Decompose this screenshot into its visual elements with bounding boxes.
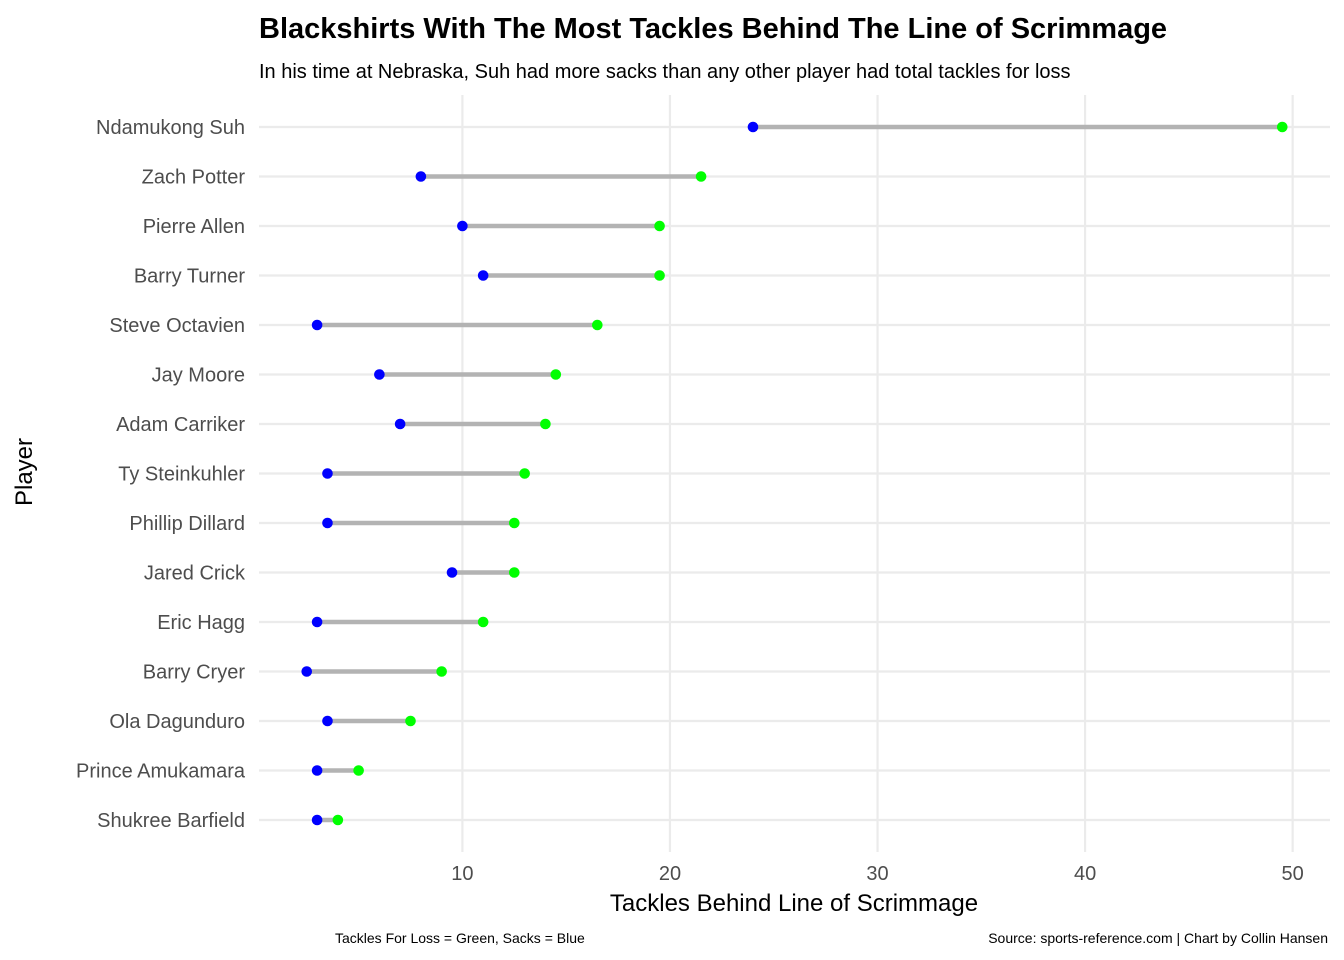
- y-tick-label: Adam Carriker: [116, 414, 245, 436]
- y-tick-label: Barry Cryer: [143, 662, 246, 684]
- dumbbell-points: [301, 121, 1288, 826]
- sacks-point: [301, 666, 313, 677]
- sacks-point: [374, 369, 385, 380]
- tfl-point: [654, 270, 665, 281]
- y-tick-label: Ola Dagunduro: [109, 711, 245, 733]
- y-tick-label: Steve Octavien: [109, 315, 245, 337]
- x-tick-label: 50: [1282, 863, 1304, 885]
- tfl-point: [508, 567, 520, 578]
- y-tick-label: Shukree Barfield: [97, 810, 245, 832]
- dumbbell-segments: [306, 124, 1283, 823]
- sacks-point: [311, 814, 323, 826]
- sacks-point: [415, 171, 427, 182]
- x-axis-title: Tackles Behind Line of Scrimmage: [610, 890, 978, 917]
- y-tick-label: Phillip Dillard: [129, 513, 245, 535]
- tfl-point: [654, 220, 665, 232]
- sacks-point: [311, 319, 323, 331]
- y-tick-label: Pierre Allen: [143, 216, 245, 238]
- sacks-point: [394, 418, 406, 430]
- y-tick-label: Ndamukong Suh: [96, 117, 245, 139]
- sacks-point: [457, 220, 468, 232]
- tfl-point: [550, 369, 562, 380]
- caption-source: Source: sports-reference.com | Chart by …: [988, 930, 1328, 946]
- tfl-point: [1276, 121, 1288, 133]
- sacks-point: [311, 765, 323, 776]
- y-tick-label: Barry Turner: [134, 266, 245, 288]
- y-tick-label: Jay Moore: [152, 365, 245, 387]
- x-tick-label: 10: [451, 863, 473, 885]
- y-tick-label: Eric Hagg: [157, 612, 245, 634]
- y-tick-label: Jared Crick: [144, 563, 246, 585]
- x-tick-label: 30: [866, 863, 888, 885]
- tfl-point: [540, 418, 551, 430]
- sacks-point: [446, 567, 458, 578]
- y-tick-label: Zach Potter: [142, 167, 246, 189]
- tfl-point: [436, 666, 447, 677]
- chart-subtitle: In his time at Nebraska, Suh had more sa…: [259, 61, 1071, 83]
- y-tick-label: Prince Amukamara: [76, 761, 246, 783]
- tfl-point: [519, 468, 530, 479]
- tfl-point: [477, 616, 489, 628]
- sacks-point: [322, 517, 333, 529]
- tfl-point: [508, 517, 520, 529]
- x-axis-tick-labels: 10 20 30 40 50: [451, 863, 1303, 885]
- sacks-point: [311, 616, 323, 628]
- y-tick-label: Ty Steinkuhler: [118, 464, 245, 486]
- x-tick-label: 40: [1074, 863, 1096, 885]
- tfl-point: [353, 765, 364, 776]
- tfl-point: [405, 715, 416, 727]
- sacks-point: [747, 121, 759, 133]
- caption-legend-note: Tackles For Loss = Green, Sacks = Blue: [335, 930, 585, 946]
- sacks-point: [322, 468, 333, 479]
- y-axis-tick-labels: Ndamukong Suh Zach Potter Pierre Allen Barr…: [76, 117, 246, 832]
- tfl-point: [592, 319, 603, 331]
- plot-area: [259, 95, 1330, 852]
- chart-title: Blackshirts With The Most Tackles Behind…: [259, 13, 1167, 45]
- x-tick-label: 20: [659, 863, 681, 885]
- sacks-point: [322, 715, 333, 727]
- y-axis-title: Player: [11, 438, 38, 506]
- tfl-point: [332, 814, 344, 826]
- tfl-point: [695, 171, 707, 182]
- sacks-point: [477, 270, 489, 281]
